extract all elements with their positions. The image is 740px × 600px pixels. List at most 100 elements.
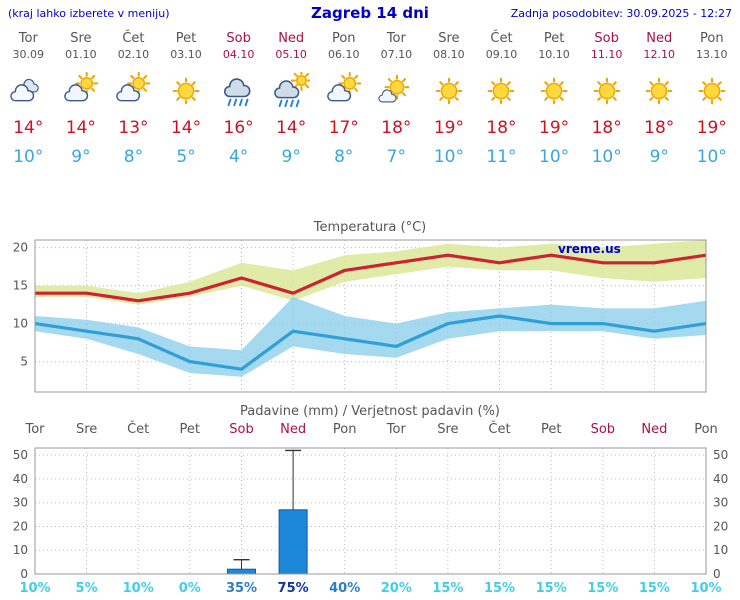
day-name: Tor bbox=[386, 31, 406, 46]
precip-ytick-right: 30 bbox=[713, 496, 728, 510]
temp-ytick-label: 10 bbox=[13, 317, 28, 331]
precip-ytick-right: 40 bbox=[713, 472, 728, 486]
day-column[interactable]: Tor 07.10 18° 7° bbox=[370, 31, 423, 167]
precip-probability-label: 15% bbox=[536, 581, 567, 596]
sunny-icon bbox=[423, 72, 476, 114]
day-column[interactable]: Pet 10.10 19° 10° bbox=[528, 31, 581, 167]
precip-bar bbox=[227, 568, 256, 575]
sunny-icon bbox=[475, 72, 528, 114]
precipitation-chart: 0 0 10 10 20 20 30 30 40 40 50 50 bbox=[13, 447, 728, 578]
day-low-temp: 10° bbox=[539, 147, 570, 167]
precip-probability-label: 75% bbox=[278, 581, 309, 596]
day-date: 06.10 bbox=[328, 48, 360, 61]
day-high-temp: 19° bbox=[696, 118, 727, 138]
day-high-temp: 18° bbox=[644, 118, 675, 138]
precip-day-label: Čet bbox=[127, 421, 149, 437]
day-high-temp: 16° bbox=[223, 118, 254, 138]
day-name: Čet bbox=[122, 31, 145, 46]
day-column[interactable]: Pon 06.10 17° 8° bbox=[317, 31, 370, 167]
day-low-temp: 4° bbox=[228, 147, 249, 167]
sunny-icon bbox=[633, 72, 686, 114]
day-high-temp: 19° bbox=[433, 118, 464, 138]
day-name: Čet bbox=[490, 31, 513, 46]
precipitation-probability-row: 10% 5% 10% 0% 35% 75% 40% 20% 15% 15% 15% 15% 15% 10% bbox=[19, 581, 721, 596]
day-column[interactable]: Sre 01.10 14° 9° bbox=[55, 31, 108, 167]
day-high-temp: 13° bbox=[118, 118, 149, 138]
precip-probability-label: 15% bbox=[587, 581, 618, 596]
day-high-temp: 14° bbox=[13, 118, 44, 138]
partly-icon bbox=[55, 71, 108, 114]
precip-bar bbox=[278, 509, 308, 575]
day-high-temp: 19° bbox=[539, 118, 570, 138]
day-high-temp: 18° bbox=[381, 118, 412, 138]
day-name: Pet bbox=[543, 31, 565, 46]
day-low-temp: 8° bbox=[334, 147, 354, 167]
day-date: 09.10 bbox=[485, 48, 518, 61]
day-name: Sob bbox=[226, 31, 251, 46]
day-date: 12.10 bbox=[643, 48, 675, 61]
precip-probability-label: 10% bbox=[690, 581, 721, 596]
day-name: Tor bbox=[18, 31, 38, 46]
day-date: 08.10 bbox=[433, 48, 465, 61]
day-low-temp: 10° bbox=[591, 147, 622, 167]
day-date: 01.10 bbox=[65, 48, 97, 61]
precip-probability-label: 40% bbox=[329, 581, 360, 596]
sunny-icon bbox=[580, 72, 633, 114]
day-column[interactable]: Sob 04.10 16° 4° bbox=[212, 31, 265, 167]
day-low-temp: 11° bbox=[486, 147, 517, 167]
day-name: Pet bbox=[175, 31, 197, 46]
precip-day-label: Tor bbox=[386, 422, 407, 437]
precip-day-label: Pet bbox=[180, 422, 200, 437]
day-date: 03.10 bbox=[170, 48, 202, 61]
vreme-watermark-link[interactable]: vreme.us bbox=[558, 242, 621, 256]
day-date: 11.10 bbox=[590, 48, 623, 61]
cloudy-icon bbox=[2, 72, 55, 114]
day-column[interactable]: Čet 09.10 18° 11° bbox=[475, 31, 528, 167]
day-low-temp: 10° bbox=[696, 147, 727, 167]
day-column[interactable]: Pet 03.10 14° 5° bbox=[160, 31, 213, 167]
day-column[interactable]: Sre 08.10 19° 10° bbox=[423, 31, 476, 167]
day-column[interactable]: Pon 13.10 19° 10° bbox=[686, 31, 739, 167]
precip-probability-label: 15% bbox=[484, 581, 515, 596]
sunny-icon bbox=[160, 72, 213, 114]
day-name: Pon bbox=[331, 31, 356, 46]
precip-probability-label: 15% bbox=[432, 581, 463, 596]
day-low-temp: 10° bbox=[433, 147, 464, 167]
precip-day-label: Ned bbox=[280, 422, 306, 437]
day-column[interactable]: Tor 30.09 14° 10° bbox=[2, 31, 55, 167]
day-date: 05.10 bbox=[275, 48, 307, 61]
location-menu-note: (kraj lahko izberete v meniju) bbox=[8, 7, 170, 20]
day-low-temp: 8° bbox=[123, 147, 144, 167]
last-update-timestamp: Zadnja posodobitev: 30.09.2025 - 12:27 bbox=[510, 7, 732, 20]
precip-probability-label: 0% bbox=[179, 581, 201, 596]
day-column[interactable]: Ned 12.10 18° 9° bbox=[633, 31, 686, 167]
day-low-temp: 10° bbox=[13, 147, 44, 167]
precip-ytick-left: 50 bbox=[13, 448, 28, 462]
day-column[interactable]: Sob 11.10 18° 10° bbox=[580, 31, 633, 167]
day-high-temp: 18° bbox=[486, 118, 517, 138]
day-name: Ned bbox=[278, 31, 305, 46]
day-low-temp: 7° bbox=[386, 147, 406, 167]
day-column[interactable]: Čet 02.10 13° 8° bbox=[107, 31, 160, 167]
day-column[interactable]: Ned 05.10 14° 9° bbox=[265, 31, 318, 167]
sunny-icon bbox=[528, 72, 581, 114]
partly-icon bbox=[107, 71, 160, 114]
day-name: Sob bbox=[594, 31, 619, 46]
day-name: Sre bbox=[438, 31, 460, 46]
precip-probability-label: 20% bbox=[381, 581, 412, 596]
precip-ytick-left: 40 bbox=[13, 472, 28, 486]
precipitation-day-labels: Tor Sre Čet Pet Sob Ned Pon Tor Sre Čet Pet Sob Ned P… bbox=[24, 421, 717, 437]
precip-day-label: Sre bbox=[437, 422, 458, 437]
precip-ytick-right: 50 bbox=[713, 448, 728, 462]
day-high-temp: 14° bbox=[170, 118, 202, 138]
day-name: Ned bbox=[646, 31, 673, 46]
day-name: Pon bbox=[700, 31, 724, 46]
rain-icon bbox=[212, 72, 265, 114]
precip-day-label: Pon bbox=[333, 422, 357, 437]
temp-ytick-label: 15 bbox=[13, 279, 28, 293]
precip-ytick-right: 20 bbox=[713, 520, 728, 534]
day-high-temp: 17° bbox=[328, 118, 359, 138]
precip-probability-label: 10% bbox=[123, 581, 154, 596]
precipitation-chart-title: Padavine (mm) / Verjetnost padavin (%) bbox=[240, 404, 500, 419]
